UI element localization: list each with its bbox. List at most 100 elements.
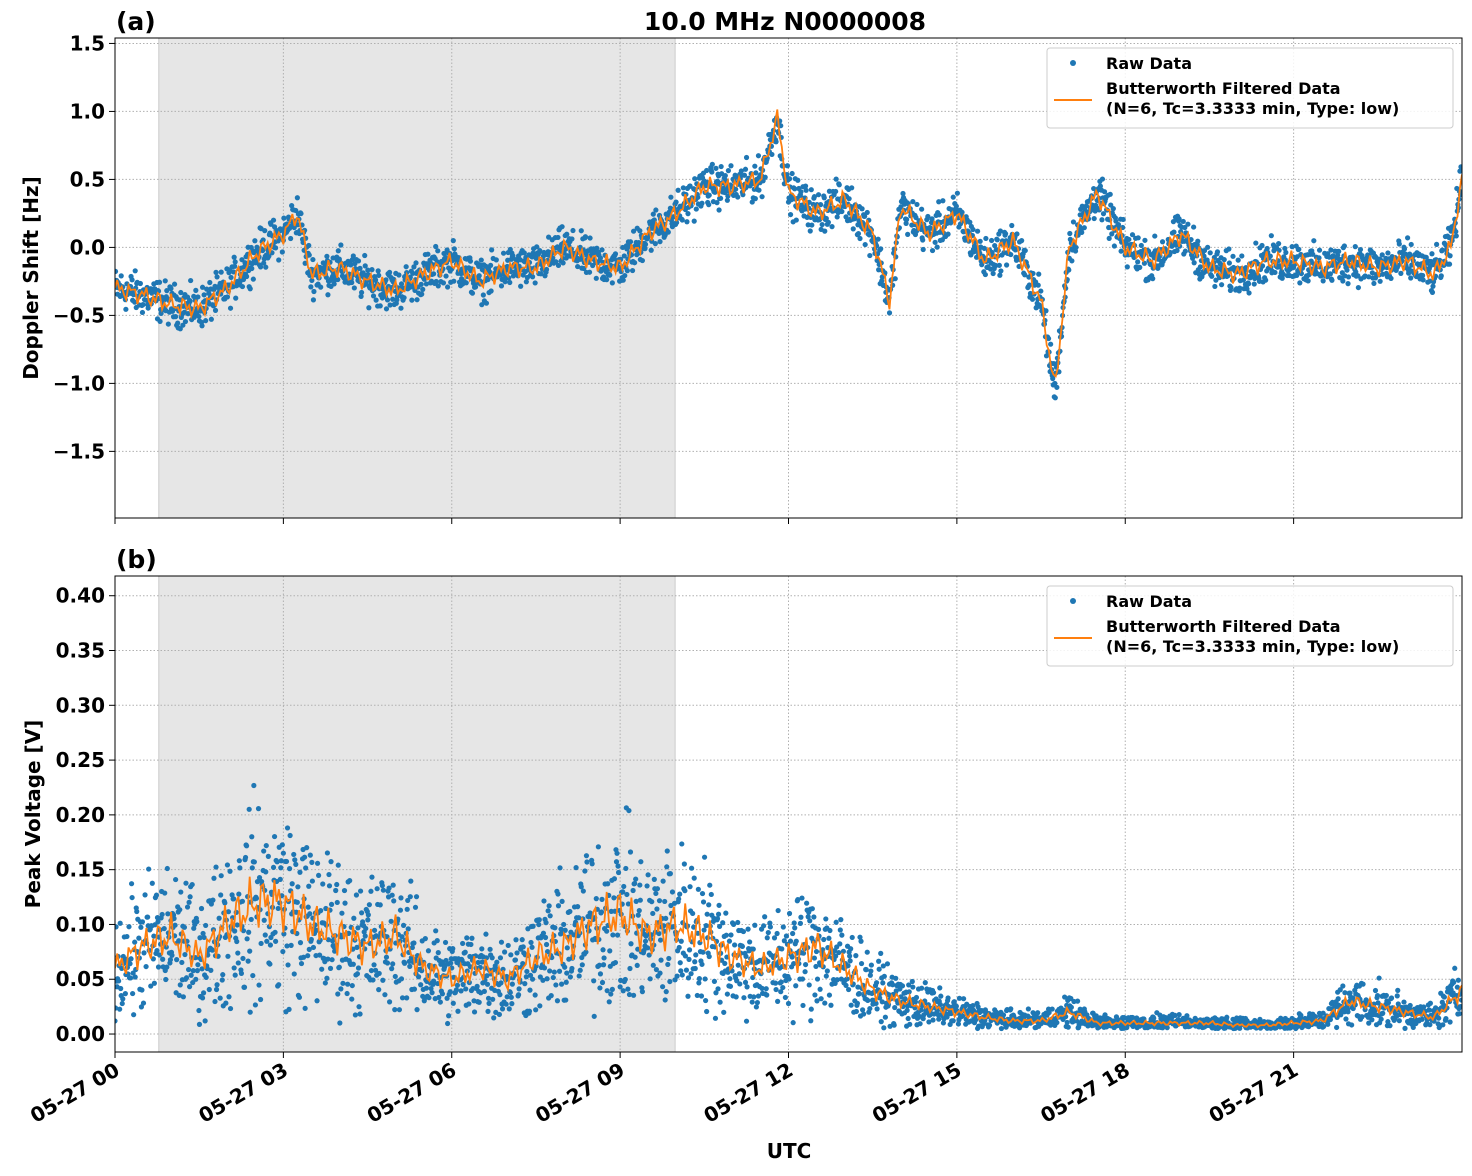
raw-point (413, 905, 418, 910)
raw-point (1075, 999, 1080, 1004)
raw-point (385, 960, 390, 965)
raw-point (183, 881, 188, 886)
raw-point (591, 978, 596, 983)
raw-point (252, 859, 257, 864)
raw-point (580, 962, 585, 967)
raw-point (728, 932, 733, 937)
raw-point (546, 908, 551, 913)
x-axis-label: UTC (767, 1139, 812, 1163)
raw-point (741, 995, 746, 1000)
raw-point (126, 924, 131, 929)
raw-point (1397, 241, 1402, 246)
raw-point (509, 995, 514, 1000)
raw-point (469, 936, 474, 941)
raw-point (570, 228, 575, 233)
raw-point (280, 249, 285, 254)
raw-point (497, 1012, 502, 1017)
raw-point (802, 969, 807, 974)
raw-point (308, 853, 313, 858)
raw-point (664, 864, 669, 869)
raw-point (349, 280, 354, 285)
raw-point (248, 286, 253, 291)
raw-point (276, 906, 281, 911)
raw-point (826, 220, 831, 225)
raw-point (560, 899, 565, 904)
raw-point (470, 291, 475, 296)
raw-point (723, 173, 728, 178)
raw-point (910, 979, 915, 984)
raw-point (1346, 274, 1351, 279)
raw-point (1226, 246, 1231, 251)
raw-point (716, 912, 721, 917)
raw-point (680, 972, 685, 977)
raw-point (380, 978, 385, 983)
raw-point (214, 274, 219, 279)
raw-point (615, 864, 620, 869)
raw-point (679, 841, 684, 846)
raw-point (705, 912, 710, 917)
raw-point (1003, 231, 1008, 236)
raw-point (668, 195, 673, 200)
raw-point (997, 273, 1002, 278)
raw-point (638, 898, 643, 903)
raw-point (910, 984, 915, 989)
raw-point (652, 877, 657, 882)
raw-point (857, 991, 862, 996)
raw-point (693, 966, 698, 971)
raw-point (707, 954, 712, 959)
raw-point (666, 230, 671, 235)
raw-point (411, 940, 416, 945)
raw-point (172, 282, 177, 287)
raw-point (820, 222, 825, 227)
raw-point (524, 969, 529, 974)
raw-point (702, 976, 707, 981)
raw-point (561, 922, 566, 927)
raw-point (389, 919, 394, 924)
raw-point (816, 927, 821, 932)
raw-point (1119, 249, 1124, 254)
raw-point (455, 1009, 460, 1014)
raw-point (983, 236, 988, 241)
raw-point (309, 937, 314, 942)
raw-point (854, 1009, 859, 1014)
raw-point (721, 1010, 726, 1015)
raw-point (542, 965, 547, 970)
raw-point (744, 155, 749, 160)
raw-point (607, 948, 612, 953)
raw-point (141, 950, 146, 955)
raw-point (382, 992, 387, 997)
raw-point (378, 303, 383, 308)
raw-point (249, 834, 254, 839)
raw-point (208, 968, 213, 973)
raw-point (775, 931, 780, 936)
raw-point (336, 863, 341, 868)
raw-point (252, 238, 257, 243)
raw-point (892, 1023, 897, 1028)
raw-point (913, 999, 918, 1004)
raw-point (559, 982, 564, 987)
shaded-region (159, 576, 675, 1052)
raw-point (537, 1003, 542, 1008)
raw-point (876, 959, 881, 964)
raw-point (882, 974, 887, 979)
raw-point (590, 861, 595, 866)
raw-point (339, 911, 344, 916)
raw-point (621, 884, 626, 889)
raw-point (406, 926, 411, 931)
raw-point (425, 252, 430, 257)
raw-point (124, 934, 129, 939)
raw-point (131, 1012, 136, 1017)
raw-point (138, 925, 143, 930)
raw-point (697, 976, 702, 981)
raw-point (222, 900, 227, 905)
raw-point (475, 984, 480, 989)
raw-point (327, 883, 332, 888)
raw-point (391, 898, 396, 903)
raw-point (311, 297, 316, 302)
raw-point (945, 232, 950, 237)
raw-point (676, 188, 681, 193)
raw-point (798, 915, 803, 920)
raw-point (412, 987, 417, 992)
raw-point (643, 939, 648, 944)
